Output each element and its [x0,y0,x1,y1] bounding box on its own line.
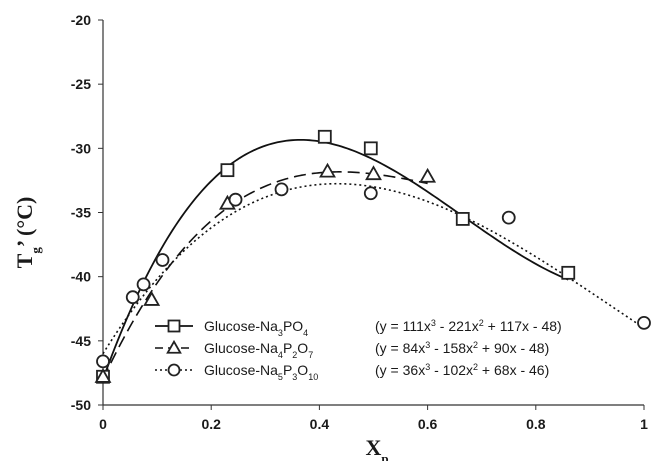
data-point-series-2 [143,291,161,306]
legend: Glucose-Na3PO4 (y = 111x3 - 221x2 + 117x … [155,318,562,382]
data-point-series-3 [363,186,378,201]
data-point-series-1 [317,129,332,144]
fit-curve-series-1 [102,138,569,380]
x-tick-label: 0.2 [201,416,221,432]
data-markers [94,129,651,384]
data-point-series-2 [94,368,112,383]
data-point-series-3 [637,315,651,330]
data-point-series-2 [365,165,382,181]
tick-labels: -20 -25 -30 -35 -40 -45 -50 0 0.2 0.4 0.6 0.8 1 [71,12,648,432]
data-point-series-3 [125,290,140,305]
data-point-series-3 [501,210,516,225]
x-tick-label: 1 [640,416,648,432]
legend-equation-series-3: (y = 36x3 - 102x2 + 68x - 46) [375,362,549,378]
data-point-series-1 [561,265,576,280]
data-point-series-3 [228,192,243,207]
y-tick-label: -25 [71,76,91,92]
legend-label-series-2: Glucose-Na4P2O7 [204,340,313,360]
data-point-series-2 [419,167,437,183]
legend-marker-series-2 [166,339,182,354]
legend-marker-series-3 [167,363,181,377]
x-axis-title: Xp [366,435,389,461]
y-tick-label: -20 [71,12,91,28]
x-tick-label: 0 [99,416,107,432]
y-tick-label: -35 [71,205,91,221]
data-point-series-1 [363,141,378,156]
legend-equation-series-1: (y = 111x3 - 221x2 + 117x - 48) [375,318,562,334]
data-point-series-3 [274,182,289,197]
y-tick-label: -50 [71,397,91,413]
axes [98,19,645,410]
y-tick-label: -30 [71,140,91,156]
y-tick-label: -40 [71,269,91,285]
data-point-series-3 [96,354,110,369]
data-point-series-2 [319,162,336,178]
data-point-series-3 [155,253,170,267]
legend-label-series-1: Glucose-Na3PO4 [204,318,308,338]
y-axis-title: Tg’ (°C) [12,197,43,269]
x-tick-label: 0.6 [418,416,438,432]
legend-marker-series-1 [167,319,181,333]
data-point-series-1 [455,212,470,226]
y-tick-label: -45 [71,333,91,349]
x-tick-label: 0.4 [310,416,330,432]
data-point-series-3 [136,277,151,292]
x-tick-label: 0.8 [526,416,546,432]
data-point-series-1 [220,163,235,178]
legend-label-series-3: Glucose-Na5P3O10 [204,362,318,382]
legend-equation-series-2: (y = 84x3 - 158x2 + 90x - 48) [375,340,549,356]
